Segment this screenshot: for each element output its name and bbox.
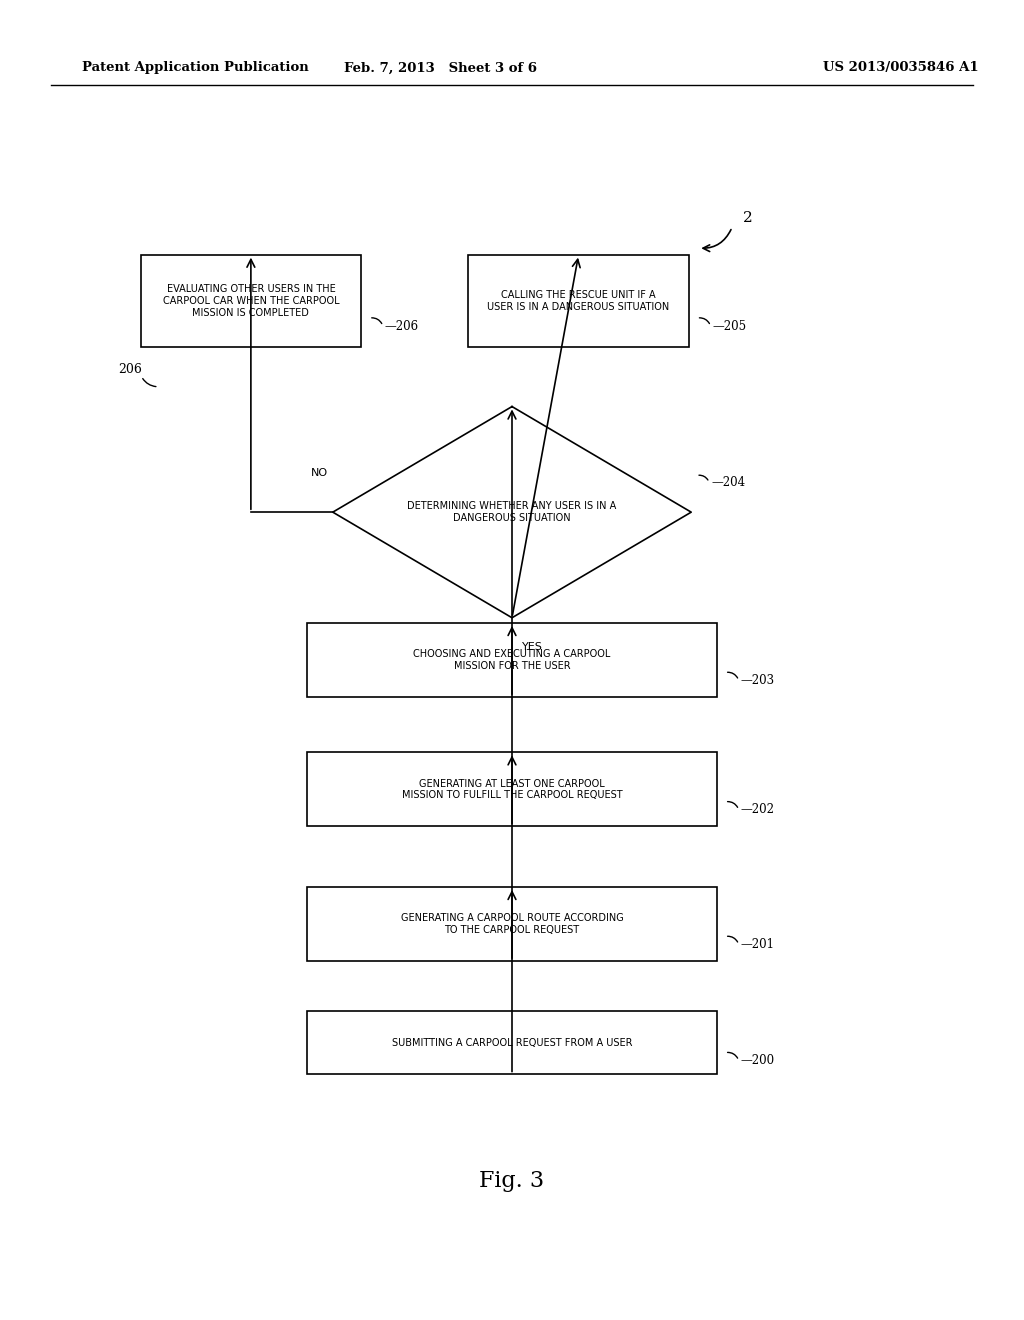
Text: —200: —200 <box>740 1055 775 1067</box>
Text: SUBMITTING A CARPOOL REQUEST FROM A USER: SUBMITTING A CARPOOL REQUEST FROM A USER <box>392 1038 632 1048</box>
Text: —202: —202 <box>740 804 775 816</box>
FancyArrowPatch shape <box>728 801 737 808</box>
Text: EVALUATING OTHER USERS IN THE
CARPOOL CAR WHEN THE CARPOOL
MISSION IS COMPLETED: EVALUATING OTHER USERS IN THE CARPOOL CA… <box>163 284 339 318</box>
FancyArrowPatch shape <box>728 1052 737 1059</box>
Text: NO: NO <box>310 467 328 478</box>
Text: Patent Application Publication: Patent Application Publication <box>82 62 308 74</box>
Text: —203: —203 <box>740 675 775 686</box>
Text: —205: —205 <box>713 319 746 333</box>
Text: 206: 206 <box>118 363 141 376</box>
Bar <box>141 255 361 347</box>
Text: US 2013/0035846 A1: US 2013/0035846 A1 <box>823 62 979 74</box>
Text: —204: —204 <box>712 477 745 488</box>
Text: —201: —201 <box>740 939 775 950</box>
Text: 2: 2 <box>742 211 753 224</box>
Text: YES: YES <box>522 642 543 652</box>
FancyArrowPatch shape <box>728 936 737 942</box>
Text: CHOOSING AND EXECUTING A CARPOOL
MISSION FOR THE USER: CHOOSING AND EXECUTING A CARPOOL MISSION… <box>414 649 610 671</box>
Text: CALLING THE RESCUE UNIT IF A
USER IS IN A DANGEROUS SITUATION: CALLING THE RESCUE UNIT IF A USER IS IN … <box>487 290 670 312</box>
FancyArrowPatch shape <box>699 475 708 480</box>
FancyArrowPatch shape <box>142 379 156 387</box>
FancyArrowPatch shape <box>372 318 382 323</box>
Text: GENERATING A CARPOOL ROUTE ACCORDING
TO THE CARPOOL REQUEST: GENERATING A CARPOOL ROUTE ACCORDING TO … <box>400 913 624 935</box>
Bar <box>307 752 717 826</box>
Bar <box>307 1011 717 1074</box>
Bar <box>468 255 688 347</box>
Text: —206: —206 <box>385 319 419 333</box>
Text: DETERMINING WHETHER ANY USER IS IN A
DANGEROUS SITUATION: DETERMINING WHETHER ANY USER IS IN A DAN… <box>408 502 616 523</box>
FancyArrowPatch shape <box>703 230 731 252</box>
Bar <box>307 623 717 697</box>
Text: Feb. 7, 2013   Sheet 3 of 6: Feb. 7, 2013 Sheet 3 of 6 <box>344 62 537 74</box>
FancyArrowPatch shape <box>699 318 710 323</box>
Bar <box>307 887 717 961</box>
Text: Fig. 3: Fig. 3 <box>479 1171 545 1192</box>
Text: GENERATING AT LEAST ONE CARPOOL
MISSION TO FULFILL THE CARPOOL REQUEST: GENERATING AT LEAST ONE CARPOOL MISSION … <box>401 779 623 800</box>
FancyArrowPatch shape <box>728 672 737 678</box>
